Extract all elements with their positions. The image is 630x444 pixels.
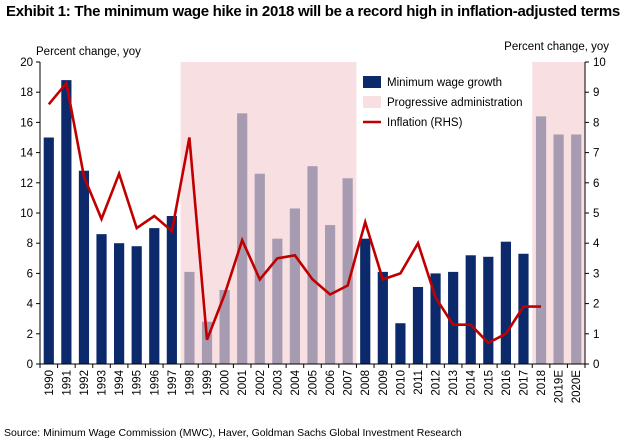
source-note: Source: Minimum Wage Commission (MWC), H…	[4, 427, 462, 439]
x-tick-label: 2003	[272, 370, 284, 396]
left-tick-label: 0	[27, 359, 33, 371]
x-tick-label: 2018	[536, 370, 548, 396]
x-tick-label: 2010	[395, 370, 407, 396]
x-tick-label: 2019E	[554, 370, 566, 404]
left-tick-label: 20	[20, 57, 33, 69]
legend-label-min-wage: Minimum wage growth	[387, 77, 502, 89]
right-tick-label: 4	[593, 238, 600, 250]
bar-2012	[430, 273, 441, 364]
bar-2003	[272, 238, 283, 364]
x-tick-label: 1995	[132, 370, 144, 396]
left-tick-label: 10	[20, 208, 33, 220]
bar-1992	[78, 170, 90, 364]
bar-2005	[307, 166, 318, 364]
x-tick-label: 1991	[61, 370, 73, 396]
bar-2015	[483, 256, 494, 364]
bar-2014	[465, 255, 476, 364]
bar-1993	[96, 234, 107, 364]
x-tick-label: 2015	[483, 370, 495, 396]
left-tick-label: 4	[27, 299, 34, 311]
bar-2019E	[553, 134, 564, 364]
x-tick-label: 1994	[114, 369, 126, 395]
right-tick-label: 6	[593, 178, 599, 190]
bar-1998	[184, 271, 195, 364]
x-tick-label: 2020E	[571, 370, 583, 404]
bar-2011	[412, 286, 424, 364]
right-axis-unit: Percent change, yoy	[504, 41, 609, 53]
x-tick-label: 1993	[97, 370, 109, 396]
left-tick-label: 12	[20, 178, 33, 190]
exhibit-title: Exhibit 1: The minimum wage hike in 2018…	[6, 3, 620, 20]
inflation-series	[47, 80, 541, 345]
x-tick-label: 2011	[413, 370, 425, 395]
bar-1996	[149, 228, 160, 364]
left-tick-label: 14	[20, 148, 33, 160]
legend-label-inflation: Inflation (RHS)	[387, 117, 463, 129]
x-tick-label: 1992	[79, 370, 91, 396]
bar-1994	[114, 243, 125, 364]
bar-2009	[377, 271, 388, 364]
right-tick-label: 0	[593, 359, 599, 371]
bar-2004	[289, 208, 301, 364]
left-tick-label: 8	[27, 238, 33, 250]
legend-swatch-progressive	[363, 96, 381, 108]
right-tick-label: 5	[593, 208, 599, 220]
bar-2002	[254, 173, 265, 364]
x-tick-label: 2004	[290, 369, 302, 395]
x-tick-label: 2017	[518, 370, 530, 396]
bar-2013	[448, 271, 459, 364]
bar-1991	[61, 80, 72, 365]
x-tick-label: 2014	[466, 369, 478, 395]
right-tick-label: 3	[593, 268, 599, 280]
bar-1999	[201, 321, 213, 364]
bar-2000	[219, 290, 230, 364]
x-tick-label: 1997	[167, 370, 179, 396]
bar-1997	[166, 216, 177, 364]
bar-1995	[131, 246, 142, 364]
x-tick-label: 1999	[202, 370, 214, 396]
bar-2018	[535, 116, 547, 364]
bar-1990	[43, 137, 54, 364]
bar-2020E	[571, 134, 582, 364]
inflation-line	[47, 80, 541, 345]
x-tick-label: 1996	[149, 370, 161, 396]
left-axis-unit: Percent change, yoy	[36, 46, 141, 58]
right-tick-label: 2	[593, 299, 599, 311]
x-tick-label: 2009	[378, 370, 390, 396]
legend: Minimum wage growth Progressive administr…	[363, 76, 523, 129]
x-tick-label: 1990	[44, 370, 56, 396]
x-tick-label: 2012	[431, 370, 443, 396]
x-tick-label: 2002	[255, 370, 267, 396]
right-tick-label: 10	[593, 57, 606, 69]
bar-2008	[360, 238, 371, 364]
right-tick-label: 1	[593, 329, 599, 341]
right-tick-label: 8	[593, 117, 599, 129]
x-tick-label: 2013	[448, 370, 460, 396]
legend-label-progressive: Progressive administration	[387, 97, 523, 109]
bar-series	[43, 80, 582, 365]
bar-2007	[342, 178, 353, 364]
legend-swatch-min-wage	[363, 76, 381, 88]
x-tick-label: 2016	[501, 370, 513, 396]
right-tick-label: 9	[593, 87, 599, 99]
x-tick-label: 2000	[220, 370, 232, 396]
x-tick-label: 2005	[308, 370, 320, 396]
bar-2016	[500, 241, 511, 364]
left-tick-label: 6	[27, 268, 33, 280]
x-tick-label: 2008	[360, 370, 372, 396]
right-tick-label: 7	[593, 148, 599, 160]
left-tick-label: 2	[27, 329, 33, 341]
left-tick-label: 18	[20, 87, 33, 99]
x-tick-label: 2007	[343, 370, 355, 396]
left-tick-label: 16	[20, 117, 33, 129]
x-tick-label: 2006	[325, 370, 337, 396]
bar-2010	[395, 323, 406, 364]
x-tick-label: 2001	[237, 370, 249, 396]
x-tick-label: 1998	[184, 370, 196, 396]
